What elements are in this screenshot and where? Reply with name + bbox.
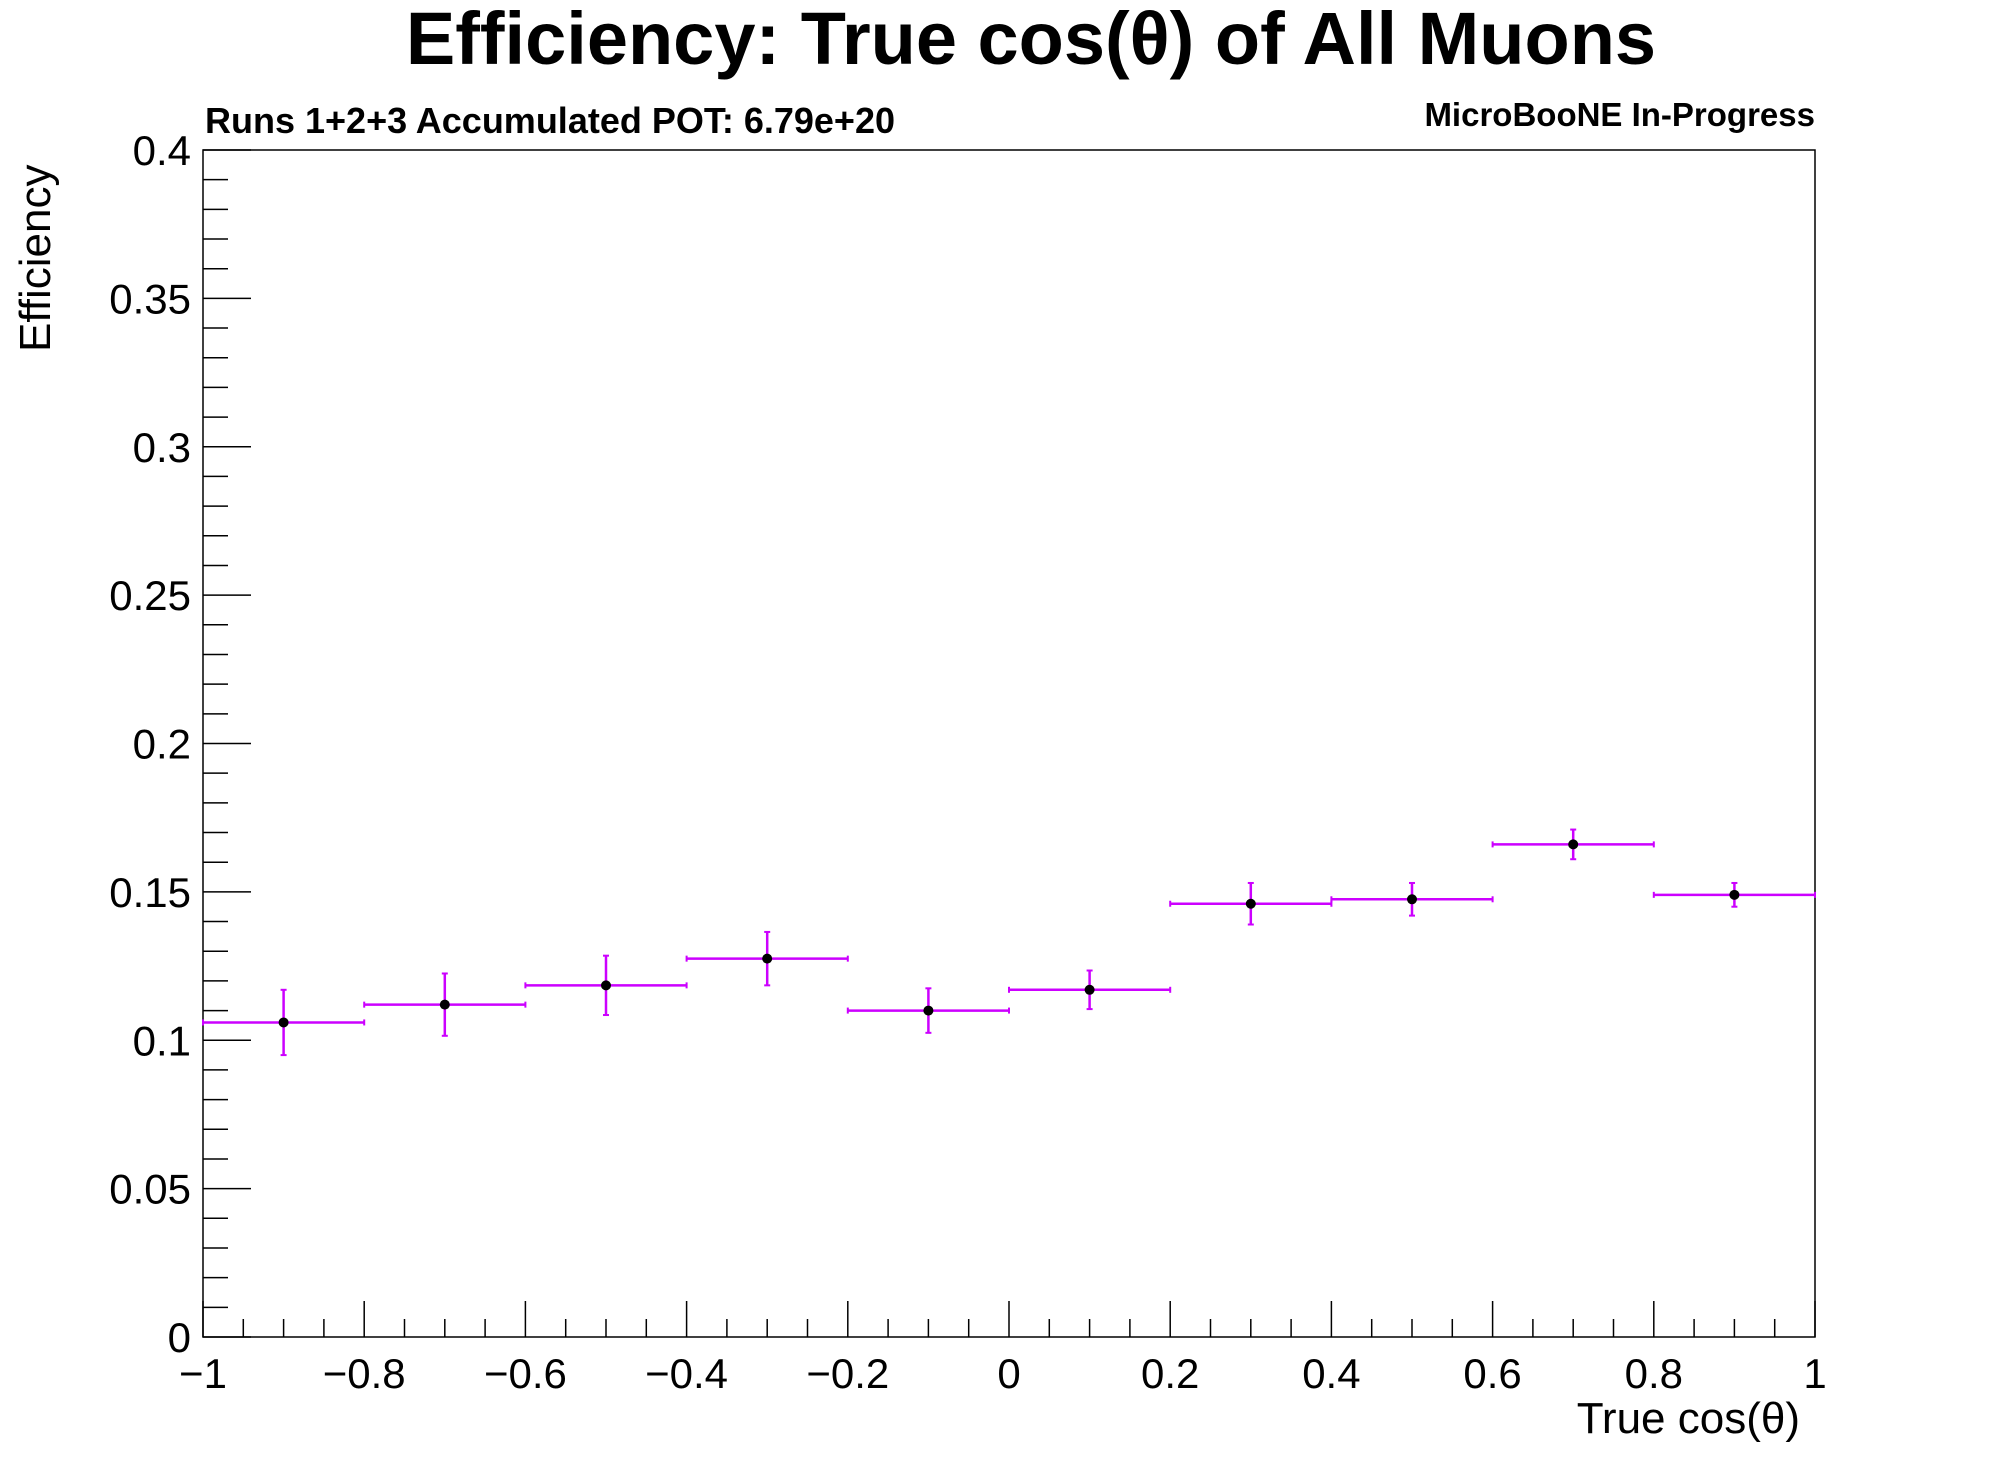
data-marker xyxy=(439,999,450,1010)
data-points xyxy=(202,828,1816,1057)
data-marker xyxy=(278,1017,289,1028)
data-point xyxy=(363,972,527,1037)
x-axis-title: True cos(θ) xyxy=(1577,1394,1800,1443)
x-axis-ticks xyxy=(202,1301,1816,1337)
x-axis-tick-labels: −1 −0.8 −0.6 −0.4 −0.2 0 0.2 0.4 0.6 0.8 1 xyxy=(179,1350,1827,1397)
chart-subtitle: Runs 1+2+3 Accumulated POT: 6.79e+20 xyxy=(205,100,895,141)
data-marker xyxy=(1245,898,1256,909)
data-point xyxy=(1652,881,1816,908)
y-tick-label: 0.4 xyxy=(133,127,191,174)
y-tick-label: 0.1 xyxy=(133,1017,191,1064)
y-tick-label: 0.35 xyxy=(109,275,191,322)
y-tick-label: 0.3 xyxy=(133,424,191,471)
y-axis-tick-labels: 0 0.05 0.1 0.15 0.2 0.25 0.3 0.35 0.4 xyxy=(109,127,191,1361)
data-marker xyxy=(923,1005,934,1016)
x-tick-label: −1 xyxy=(179,1350,227,1397)
x-tick-label: 0.6 xyxy=(1463,1350,1521,1397)
data-point xyxy=(524,954,688,1017)
data-point xyxy=(202,988,366,1057)
data-point xyxy=(1330,881,1494,917)
data-point xyxy=(846,987,1010,1034)
x-tick-label: 0.8 xyxy=(1625,1350,1683,1397)
data-marker xyxy=(1729,889,1740,900)
x-tick-label: 0.2 xyxy=(1141,1350,1199,1397)
y-tick-label: 0.15 xyxy=(109,869,191,916)
y-tick-label: 0.05 xyxy=(109,1166,191,1213)
data-marker xyxy=(601,980,611,991)
data-marker xyxy=(1084,984,1095,995)
x-tick-label: −0.8 xyxy=(323,1350,406,1397)
data-point xyxy=(1169,881,1333,926)
data-marker xyxy=(1568,839,1579,850)
data-point xyxy=(1008,969,1172,1011)
y-axis-ticks xyxy=(203,149,251,1338)
data-point xyxy=(685,930,849,987)
x-tick-label: −0.4 xyxy=(645,1350,728,1397)
experiment-tag: MicroBooNE In-Progress xyxy=(1424,96,1815,133)
y-axis-title: Efficiency xyxy=(11,165,60,353)
x-tick-label: −0.6 xyxy=(484,1350,567,1397)
y-tick-label: 0 xyxy=(168,1314,191,1361)
y-tick-label: 0.25 xyxy=(109,572,191,619)
x-tick-label: −0.2 xyxy=(806,1350,889,1397)
data-marker xyxy=(762,953,773,964)
x-tick-label: 0.4 xyxy=(1302,1350,1360,1397)
x-tick-label: 0 xyxy=(997,1350,1020,1397)
data-point xyxy=(1491,828,1655,861)
chart-title: Efficiency: True cos(θ) of All Muons xyxy=(406,0,1656,80)
data-marker xyxy=(1407,894,1417,905)
plot-frame xyxy=(202,149,1816,1338)
x-tick-label: 1 xyxy=(1803,1350,1826,1397)
y-tick-label: 0.2 xyxy=(133,721,191,768)
